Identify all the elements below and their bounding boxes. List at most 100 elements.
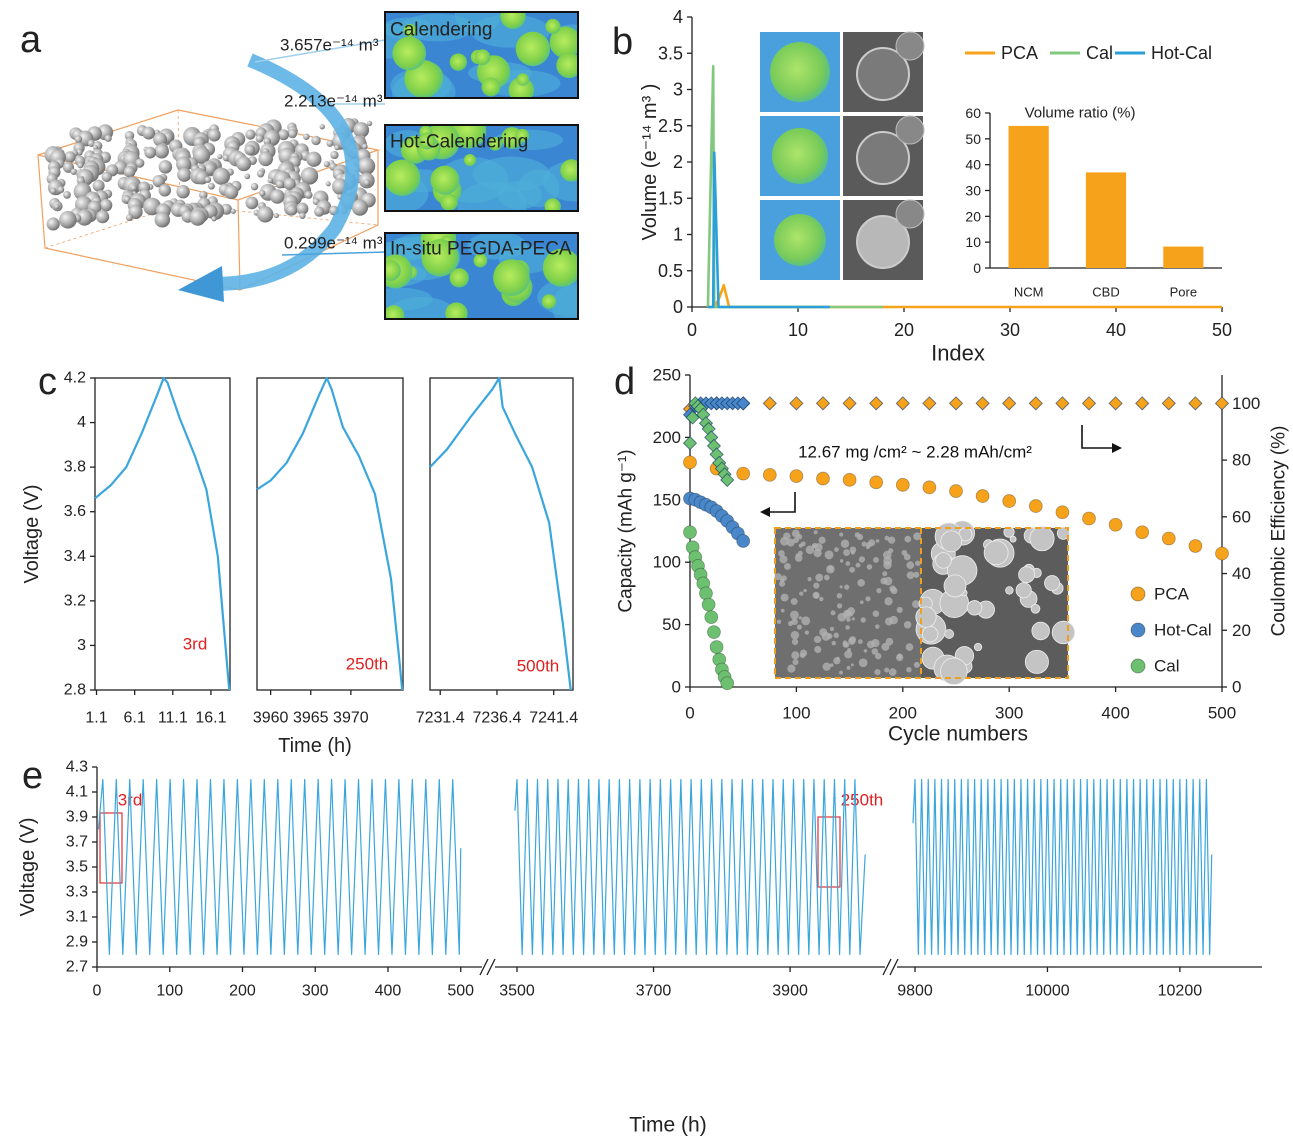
legend-label: Cal	[1086, 43, 1113, 63]
efficiency-marker	[815, 396, 831, 411]
image-frame	[384, 232, 579, 320]
sem-particle	[1044, 575, 1061, 592]
x-tick-label: 100	[156, 983, 183, 1000]
sem-particle	[826, 564, 835, 574]
legend-label: PCA	[1154, 585, 1190, 604]
thumb-particle	[774, 214, 826, 266]
capacity-marker	[869, 475, 884, 490]
sem-particle	[819, 596, 824, 602]
y-tick-label: 0.5	[658, 261, 683, 281]
x-tick-label: 6.1	[124, 710, 146, 727]
efficiency-marker	[1081, 396, 1097, 411]
efficiency-marker	[1028, 396, 1043, 411]
sem-particle	[896, 653, 904, 662]
particle	[363, 179, 371, 187]
efficiency-marker	[975, 396, 990, 411]
particle	[204, 176, 212, 183]
particle	[198, 190, 208, 200]
particle	[244, 173, 251, 180]
sem-particle	[786, 538, 795, 547]
volume-label: 2.213e⁻¹⁴ m³	[284, 92, 383, 111]
sem-particle	[803, 588, 807, 593]
sem-particle	[787, 664, 796, 673]
particle	[258, 151, 274, 167]
particle	[158, 184, 172, 197]
image-particle	[481, 77, 501, 97]
y-tick-label: 4.2	[64, 370, 86, 387]
image-patch	[497, 181, 542, 210]
sem-particle	[865, 596, 871, 602]
particle	[304, 190, 313, 199]
particle	[270, 189, 285, 204]
particle	[130, 184, 138, 192]
sem-particle	[912, 600, 920, 609]
sem-particle	[857, 639, 863, 645]
image-particle	[430, 165, 460, 195]
axis-arrow	[766, 492, 796, 513]
x-tick-label: 0	[685, 704, 694, 723]
sem-particle	[903, 621, 912, 629]
particle	[207, 128, 221, 142]
sem-particle	[831, 640, 837, 646]
particle	[255, 134, 264, 143]
image-particle	[541, 294, 557, 309]
x-tick-label: 7236.4	[472, 710, 521, 727]
sem-particle	[887, 536, 896, 544]
x-tick-label: 7241.4	[529, 710, 578, 727]
particle	[323, 161, 330, 168]
y-tick-label: 3.5	[66, 859, 88, 876]
particle	[351, 199, 369, 216]
y-tick-label: 200	[653, 428, 681, 447]
sem-particle	[794, 554, 803, 562]
legend-swatch	[1130, 622, 1146, 638]
annotation: 12.67 mg /cm² ~ 2.28 mAh/cm²	[798, 443, 1032, 462]
image-particle	[449, 53, 468, 71]
sem-particle	[906, 667, 912, 673]
particle	[54, 203, 60, 210]
particle	[357, 157, 376, 175]
sem-particle	[807, 577, 812, 582]
particle	[63, 191, 71, 199]
y-tick-label: 250	[653, 366, 681, 385]
sem-particle	[837, 612, 847, 622]
sem-particle	[780, 593, 789, 602]
sem-particle	[884, 667, 890, 673]
legend-swatch	[1130, 586, 1146, 602]
particle	[256, 170, 265, 178]
efficiency-marker	[895, 396, 910, 411]
y-tick-label: 40	[965, 157, 981, 173]
sem-particle	[1003, 526, 1015, 538]
sem-particle	[801, 616, 811, 626]
particle	[258, 190, 266, 197]
efficiency-marker	[1214, 396, 1230, 411]
y-tick-label: 2.7	[66, 959, 88, 976]
particle	[59, 210, 77, 229]
particle	[77, 162, 84, 169]
sem-particle	[876, 587, 882, 594]
particle	[224, 185, 239, 200]
particle	[176, 156, 192, 172]
capacity-marker	[1188, 539, 1203, 553]
y-tick-label: 4	[77, 414, 86, 431]
panel-label: e	[22, 755, 43, 797]
particle	[319, 123, 325, 130]
y2-tick-label: 80	[1232, 451, 1251, 470]
particle	[325, 181, 331, 187]
sem-particle	[915, 606, 937, 628]
sem-particle	[830, 610, 836, 616]
sem-particle	[883, 560, 892, 570]
particle	[296, 202, 309, 215]
image-frame	[384, 11, 579, 99]
sem-particle	[849, 566, 856, 573]
particle	[99, 198, 113, 212]
image	[385, 233, 578, 319]
particle	[92, 179, 105, 192]
y-tick-label: 0	[673, 297, 683, 317]
particle	[334, 144, 340, 151]
x-tick-label: 20	[894, 320, 914, 340]
particle	[74, 135, 83, 144]
image-frame	[384, 124, 579, 212]
sem-particle	[1031, 621, 1050, 641]
sem-particle	[866, 640, 875, 649]
